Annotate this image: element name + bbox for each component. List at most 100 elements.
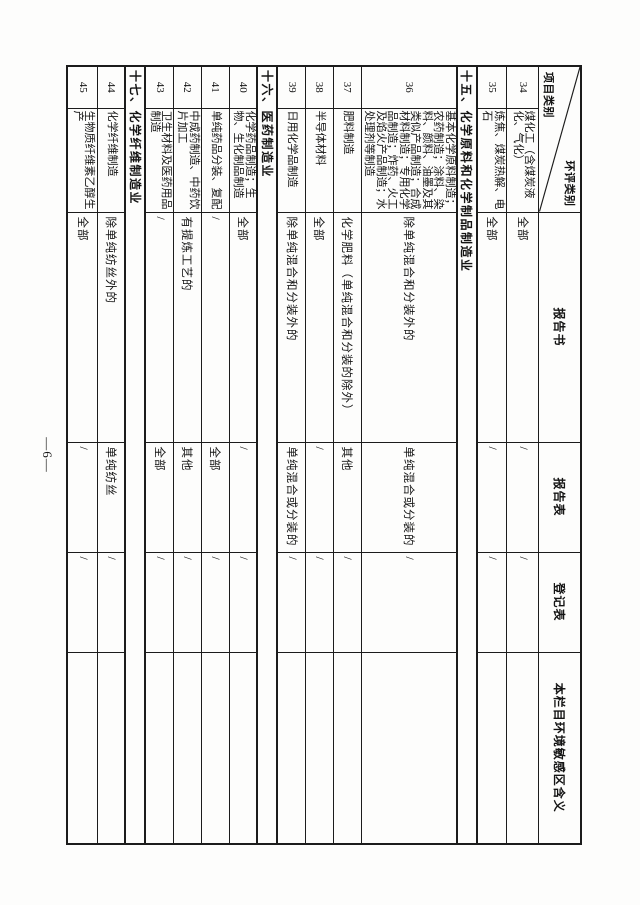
registration-form-cell: / xyxy=(67,552,98,652)
report-book-cell: 全部 xyxy=(305,212,334,442)
table-row-39: 39 日用化学品制造 除单纯混合和分装外的 单纯混合或分装的 / xyxy=(277,66,306,844)
report-form-cell: / xyxy=(477,442,507,552)
table-row-43: 43 卫生材料及医药用品制造 / 全部 / xyxy=(145,66,174,844)
row-name-cell: 卫生材料及医药用品制造 xyxy=(145,108,174,212)
eia-category-table: 环评类别 项目类别 报告书 报告表 登记表 本栏目环境敏感区含义 34 煤化工（… xyxy=(66,65,582,845)
table-row-40: 40 化学药品制造；生物、生化制品制造 全部 / / xyxy=(229,66,258,844)
row-no-cell: 37 xyxy=(333,66,362,108)
header-registration-form: 登记表 xyxy=(539,552,581,652)
row-name-cell: 炼焦、煤炭热解、电石 xyxy=(477,108,507,212)
row-name-cell: 化学药品制造；生物、生化制品制造 xyxy=(229,108,258,212)
row-name-cell: 基本化学原料制造；农药制造；涂料、染料、颜料、油墨及其类似产品制造；合成材料制造… xyxy=(361,108,457,212)
header-row: 环评类别 项目类别 报告书 报告表 登记表 本栏目环境敏感区含义 xyxy=(539,66,581,844)
row-name-cell: 中成药制造、中药饮片加工 xyxy=(173,108,202,212)
row-name-cell: 日用化学品制造 xyxy=(277,108,306,212)
section-row-15: 十五、化学原料和化学制品制造业 xyxy=(457,66,477,844)
report-book-cell: / xyxy=(201,212,230,442)
row-no-cell: 35 xyxy=(477,66,507,108)
section-title: 十七、化学纤维制造业 xyxy=(125,66,146,844)
table-row-35: 35 炼焦、煤炭热解、电石 全部 / / xyxy=(477,66,507,844)
registration-form-cell: / xyxy=(173,552,202,652)
sensitive-meaning-cell xyxy=(305,652,334,844)
report-form-cell: / xyxy=(67,442,98,552)
registration-form-cell: / xyxy=(97,552,126,652)
sensitive-meaning-cell xyxy=(507,652,539,844)
report-book-cell: 全部 xyxy=(229,212,258,442)
row-no-cell: 45 xyxy=(67,66,98,108)
registration-form-cell: / xyxy=(477,552,507,652)
table-row-44: 44 化学纤维制造 除单纯纺丝外的 单纯纺丝 / xyxy=(97,66,126,844)
report-form-cell: 单纯纺丝 xyxy=(97,442,126,552)
corner-label-eia-category: 环评类别 xyxy=(563,160,575,207)
report-book-cell: 有提炼工艺的 xyxy=(173,212,202,442)
row-no-cell: 38 xyxy=(305,66,334,108)
corner-cell: 环评类别 项目类别 xyxy=(539,66,581,212)
row-name-cell: 化学纤维制造 xyxy=(97,108,126,212)
table-row-36: 36 基本化学原料制造；农药制造；涂料、染料、颜料、油墨及其类似产品制造；合成材… xyxy=(361,66,457,844)
report-book-cell: 化学肥料（单纯混合和分装的除外） xyxy=(333,212,362,442)
row-name-cell: 单纯药品分装、复配 xyxy=(201,108,230,212)
registration-form-cell: / xyxy=(361,552,457,652)
section-title: 十六、医药制造业 xyxy=(257,66,278,844)
sensitive-meaning-cell xyxy=(173,652,202,844)
report-book-cell: 全部 xyxy=(477,212,507,442)
header-report-book: 报告书 xyxy=(539,212,581,442)
report-form-cell: 其他 xyxy=(333,442,362,552)
table-row-42: 42 中成药制造、中药饮片加工 有提炼工艺的 其他 / xyxy=(173,66,202,844)
report-book-cell: 除单纯混合和分装外的 xyxy=(277,212,306,442)
row-name-cell: 煤化工（含煤炭液化、气化） xyxy=(507,108,539,212)
report-book-cell: 除单纯纺丝外的 xyxy=(97,212,126,442)
report-form-cell: / xyxy=(229,442,258,552)
report-book-cell: 全部 xyxy=(507,212,539,442)
sensitive-meaning-cell xyxy=(97,652,126,844)
table-row-37: 37 肥料制造 化学肥料（单纯混合和分装的除外） 其他 / xyxy=(333,66,362,844)
report-form-cell: / xyxy=(305,442,334,552)
report-form-cell: / xyxy=(507,442,539,552)
row-no-cell: 40 xyxy=(229,66,258,108)
corner-label-project-category: 项目类别 xyxy=(542,72,555,118)
section-row-17: 十七、化学纤维制造业 xyxy=(125,66,146,844)
report-book-cell: / xyxy=(145,212,174,442)
registration-form-cell: / xyxy=(229,552,258,652)
row-no-cell: 41 xyxy=(201,66,230,108)
row-no-cell: 34 xyxy=(507,66,539,108)
sensitive-meaning-cell xyxy=(333,652,362,844)
section-row-16: 十六、医药制造业 xyxy=(257,66,278,844)
registration-form-cell: / xyxy=(333,552,362,652)
report-form-cell: 其他 xyxy=(173,442,202,552)
row-name-cell: 肥料制造 xyxy=(333,108,362,212)
row-no-cell: 43 xyxy=(145,66,174,108)
registration-form-cell: / xyxy=(305,552,334,652)
report-form-cell: 全部 xyxy=(201,442,230,552)
header-sensitive-area-meaning: 本栏目环境敏感区含义 xyxy=(539,652,581,844)
table-row-45: 45 生物质纤维素乙醇生产 全部 / / xyxy=(67,66,98,844)
table-row-41: 41 单纯药品分装、复配 / 全部 / xyxy=(201,66,230,844)
sensitive-meaning-cell xyxy=(67,652,98,844)
sensitive-meaning-cell xyxy=(477,652,507,844)
registration-form-cell: / xyxy=(145,552,174,652)
header-report-form: 报告表 xyxy=(539,442,581,552)
row-no-cell: 44 xyxy=(97,66,126,108)
page-number: —6— xyxy=(40,437,56,473)
report-form-cell: 单纯混合或分装的 xyxy=(277,442,306,552)
section-title: 十五、化学原料和化学制品制造业 xyxy=(457,66,477,844)
row-no-cell: 36 xyxy=(361,66,457,108)
sensitive-meaning-cell xyxy=(145,652,174,844)
sensitive-meaning-cell xyxy=(229,652,258,844)
sensitive-meaning-cell xyxy=(277,652,306,844)
registration-form-cell: / xyxy=(201,552,230,652)
report-book-cell: 全部 xyxy=(67,212,98,442)
row-name-cell: 生物质纤维素乙醇生产 xyxy=(67,108,98,212)
sensitive-meaning-cell xyxy=(361,652,457,844)
table-row-38: 38 半导体材料 全部 / / xyxy=(305,66,334,844)
report-book-cell: 除单纯混合和分装外的 xyxy=(361,212,457,442)
row-no-cell: 42 xyxy=(173,66,202,108)
sensitive-meaning-cell xyxy=(201,652,230,844)
rotated-sheet: 环评类别 项目类别 报告书 报告表 登记表 本栏目环境敏感区含义 34 煤化工（… xyxy=(40,55,600,855)
registration-form-cell: / xyxy=(277,552,306,652)
diagonal-divider xyxy=(539,67,580,212)
table-row-34: 34 煤化工（含煤炭液化、气化） 全部 / / xyxy=(507,66,539,844)
report-form-cell: 单纯混合或分装的 xyxy=(361,442,457,552)
row-name-cell: 半导体材料 xyxy=(305,108,334,212)
row-no-cell: 39 xyxy=(277,66,306,108)
